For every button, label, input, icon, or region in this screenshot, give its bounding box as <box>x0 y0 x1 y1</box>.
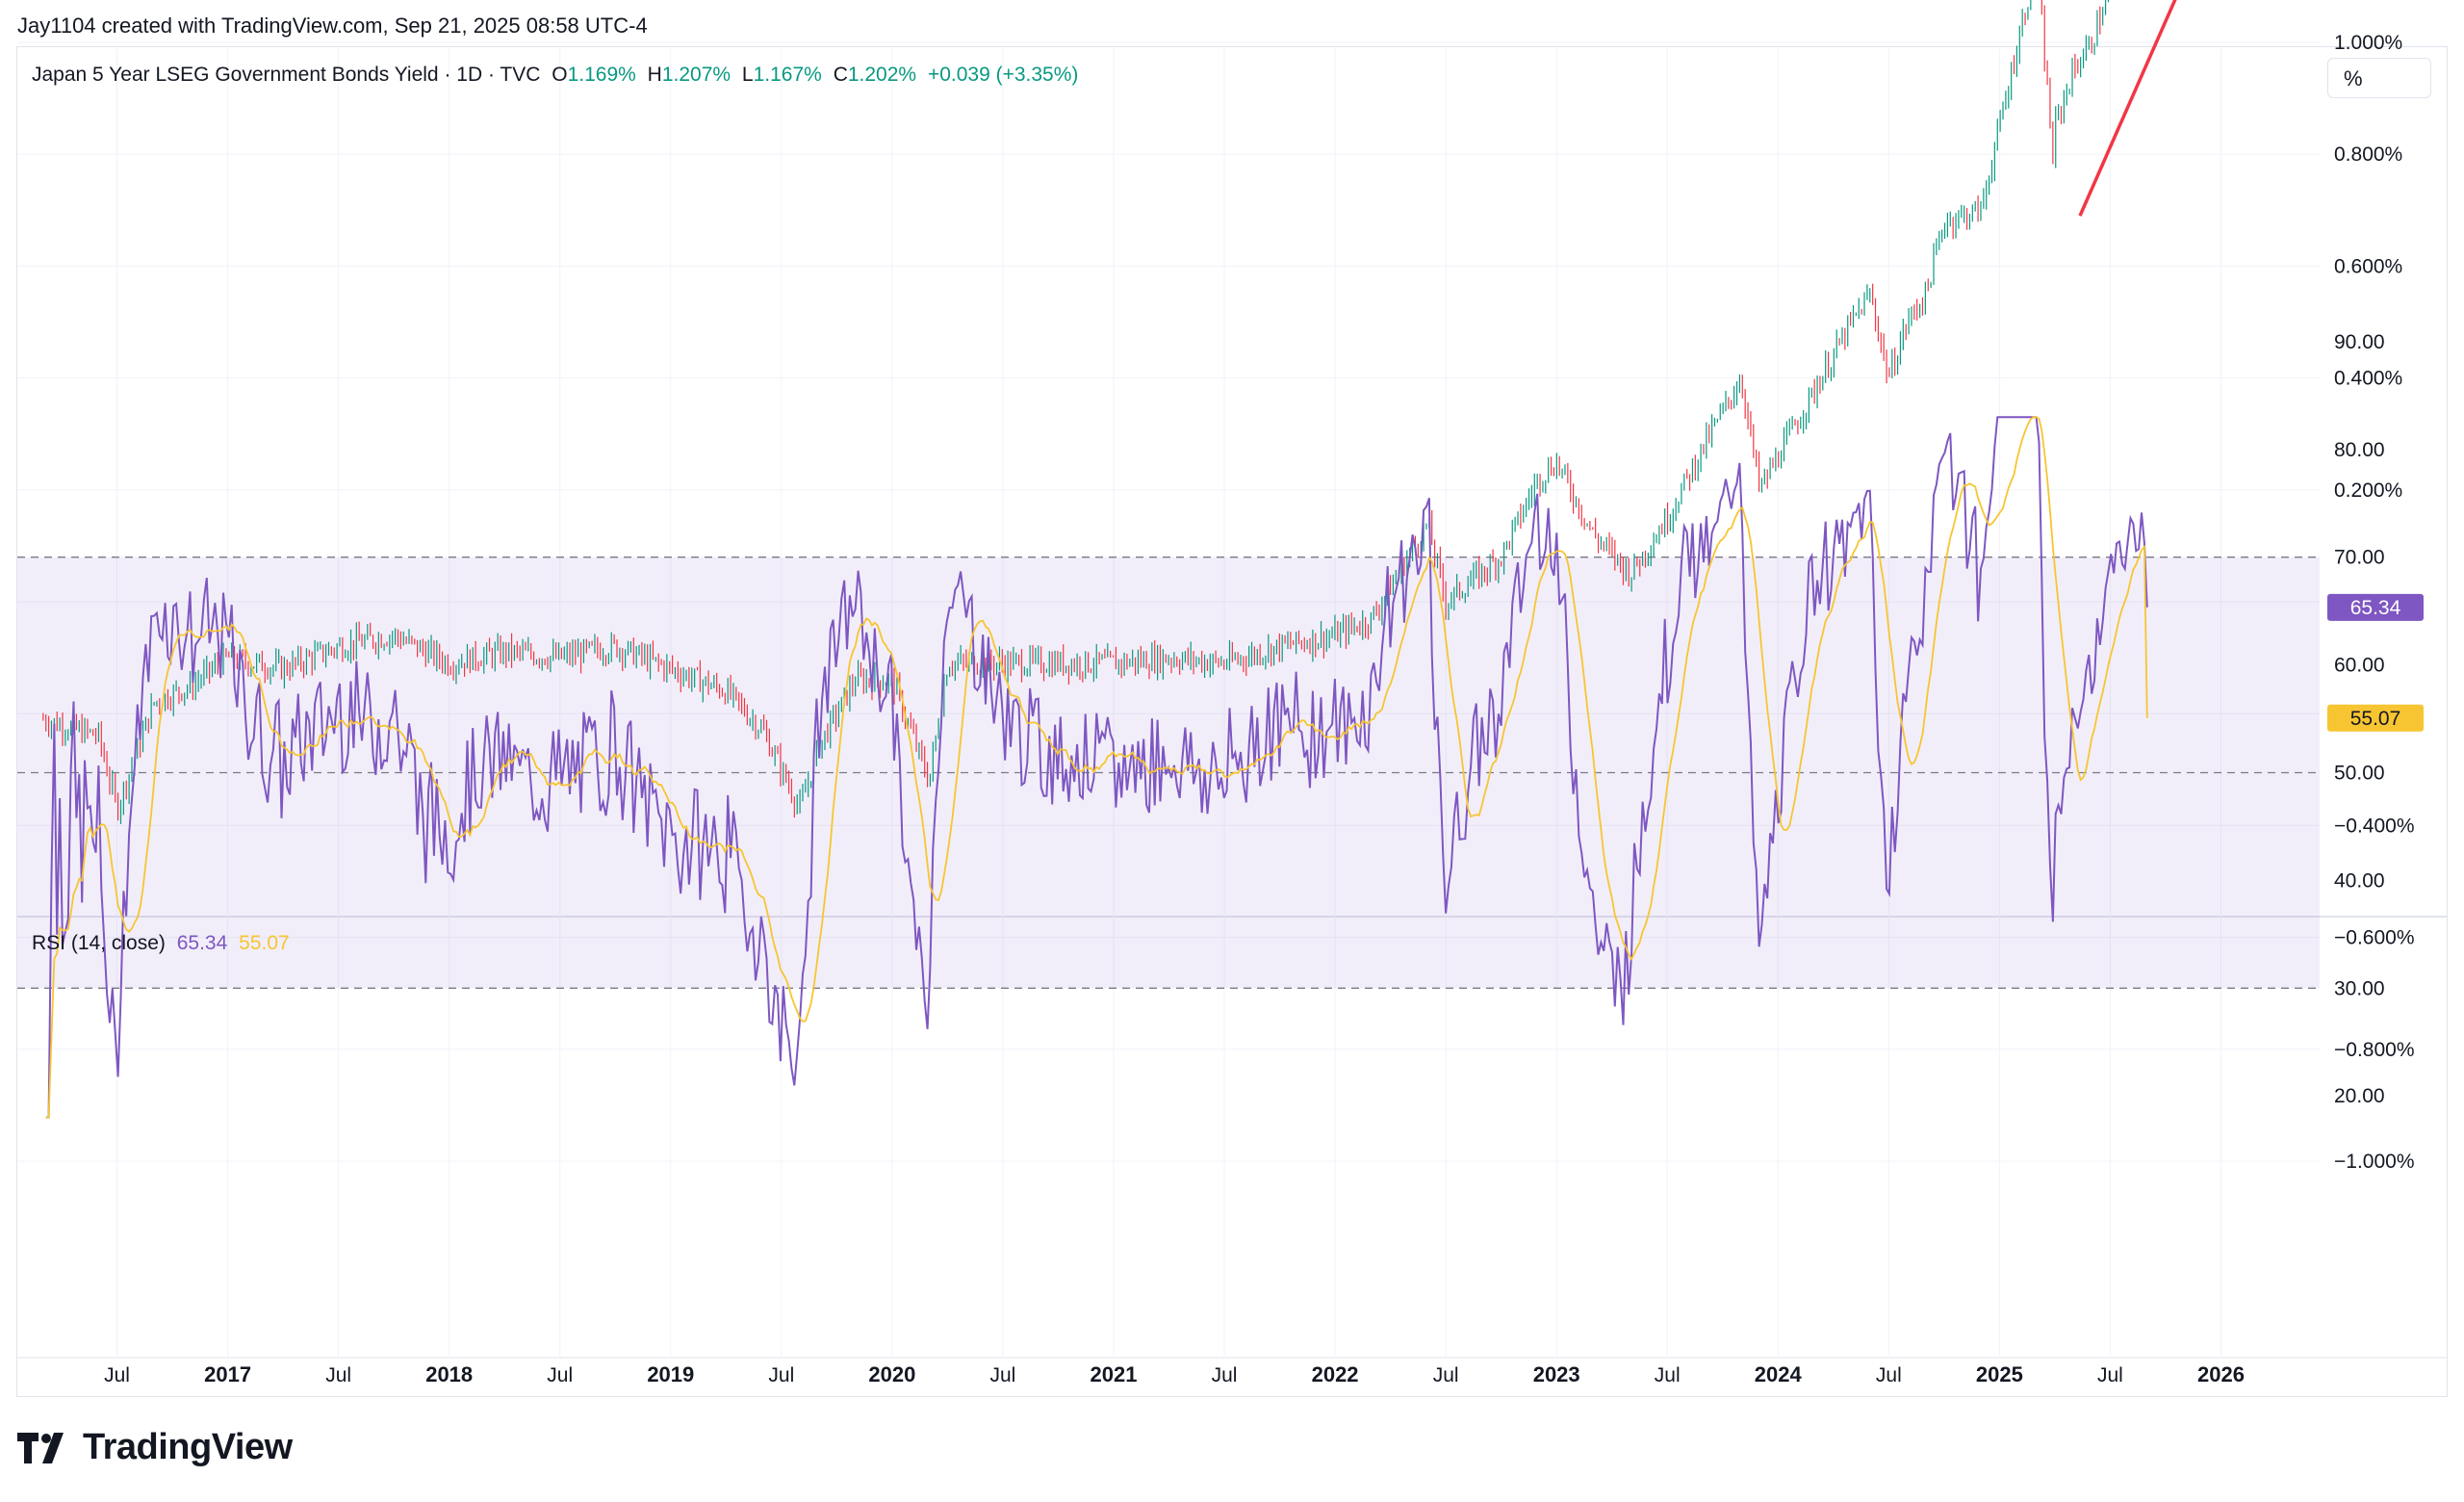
rsi-axis-tick: 80.00 <box>2334 439 2385 461</box>
brand-name: TradingView <box>83 1427 293 1467</box>
rsi-value-badge-bg <box>2327 593 2424 621</box>
symbol-title: Japan 5 Year LSEG Government Bonds Yield… <box>32 64 541 86</box>
price-axis-tick: 0.600% <box>2334 255 2402 277</box>
attribution-header: Jay1104 created with TradingView.com, Se… <box>17 13 648 38</box>
time-axis-tick: 2021 <box>1091 1362 1138 1386</box>
time-axis-tick: Jul <box>768 1364 794 1386</box>
trendline <box>2078 0 2177 217</box>
chart-frame[interactable] <box>16 46 2448 1397</box>
rsi-axis-tick: 30.00 <box>2334 977 2385 999</box>
rsi-ma-value-badge: 55.07 <box>2350 708 2401 730</box>
support-trendline <box>2078 0 2177 217</box>
symbol-legend[interactable]: Japan 5 Year LSEG Government Bonds Yield… <box>32 64 1084 87</box>
price-axis-tick: −1.000% <box>2334 1151 2415 1173</box>
tradingview-logo[interactable]: TradingView <box>17 1427 293 1468</box>
time-axis-tick: 2025 <box>1976 1362 2023 1386</box>
time-axis-tick: 2017 <box>204 1362 251 1386</box>
rsi-series <box>45 416 2148 1119</box>
price-candles <box>42 0 2110 824</box>
grid <box>17 41 2448 1359</box>
rsi-title: RSI (14, close) <box>32 932 166 954</box>
price-axis-tick: −0.400% <box>2334 815 2415 837</box>
time-axis-tick: 2026 <box>2197 1362 2245 1386</box>
rsi-band-background <box>17 557 2320 989</box>
rsi-axis-tick: 40.00 <box>2334 869 2385 892</box>
time-axis-tick: 2020 <box>868 1362 915 1386</box>
price-axis-tick: −0.800% <box>2334 1039 2415 1061</box>
change-value: +0.039 (+3.35%) <box>927 64 1079 86</box>
time-axis-tick: 2018 <box>425 1362 473 1386</box>
close-value: C1.202% <box>833 64 917 86</box>
open-value: O1.169% <box>552 64 636 86</box>
time-axis-tick: Jul <box>104 1364 130 1386</box>
time-axis-tick: Jul <box>1212 1364 1238 1386</box>
time-axis-tick: Jul <box>325 1364 351 1386</box>
time-axis-tick: Jul <box>1876 1364 1902 1386</box>
axes: 1.600%1.400%1.000%0.800%0.600%0.400%0.20… <box>104 32 2415 1386</box>
time-axis-tick: Jul <box>1655 1364 1681 1386</box>
rsi-axis-tick: 70.00 <box>2334 547 2385 569</box>
price-axis-tick: 0.200% <box>2334 479 2402 502</box>
unit-toggle-button[interactable]: % <box>2327 58 2431 98</box>
high-value: H1.207% <box>647 64 732 86</box>
time-axis-tick: 2019 <box>647 1362 694 1386</box>
tradingview-logo-icon <box>17 1432 64 1463</box>
rsi-value-badge: 65.34 <box>2350 597 2401 619</box>
time-axis-tick: Jul <box>2097 1364 2123 1386</box>
price-axis-tick: 1.000% <box>2334 32 2402 54</box>
rsi-line <box>45 416 2148 1119</box>
low-value: L1.167% <box>741 64 822 86</box>
rsi-ma-line <box>45 416 2148 1119</box>
rsi-legend-value: 65.34 <box>176 932 228 954</box>
time-axis-tick: Jul <box>547 1364 573 1386</box>
time-axis-tick: 2024 <box>1755 1362 1803 1386</box>
time-axis-tick: 2023 <box>1533 1362 1580 1386</box>
rsi-axis-tick: 90.00 <box>2334 331 2385 353</box>
time-axis-tick: 2022 <box>1312 1362 1359 1386</box>
time-axis-tick: Jul <box>1433 1364 1459 1386</box>
price-axis-tick: 0.800% <box>2334 143 2402 166</box>
rsi-axis-tick: 60.00 <box>2334 655 2385 677</box>
price-axis-tick: 0.400% <box>2334 368 2402 390</box>
price-axis-tick: −0.600% <box>2334 927 2415 949</box>
time-axis-tick: Jul <box>990 1364 1016 1386</box>
rsi-ma-value-badge-bg <box>2327 704 2424 732</box>
rsi-legend[interactable]: RSI (14, close) 65.34 55.07 <box>32 932 295 955</box>
rsi-axis-tick: 20.00 <box>2334 1085 2385 1107</box>
rsi-axis-tick: 50.00 <box>2334 763 2385 785</box>
rsi-ma-legend-value: 55.07 <box>239 932 290 954</box>
